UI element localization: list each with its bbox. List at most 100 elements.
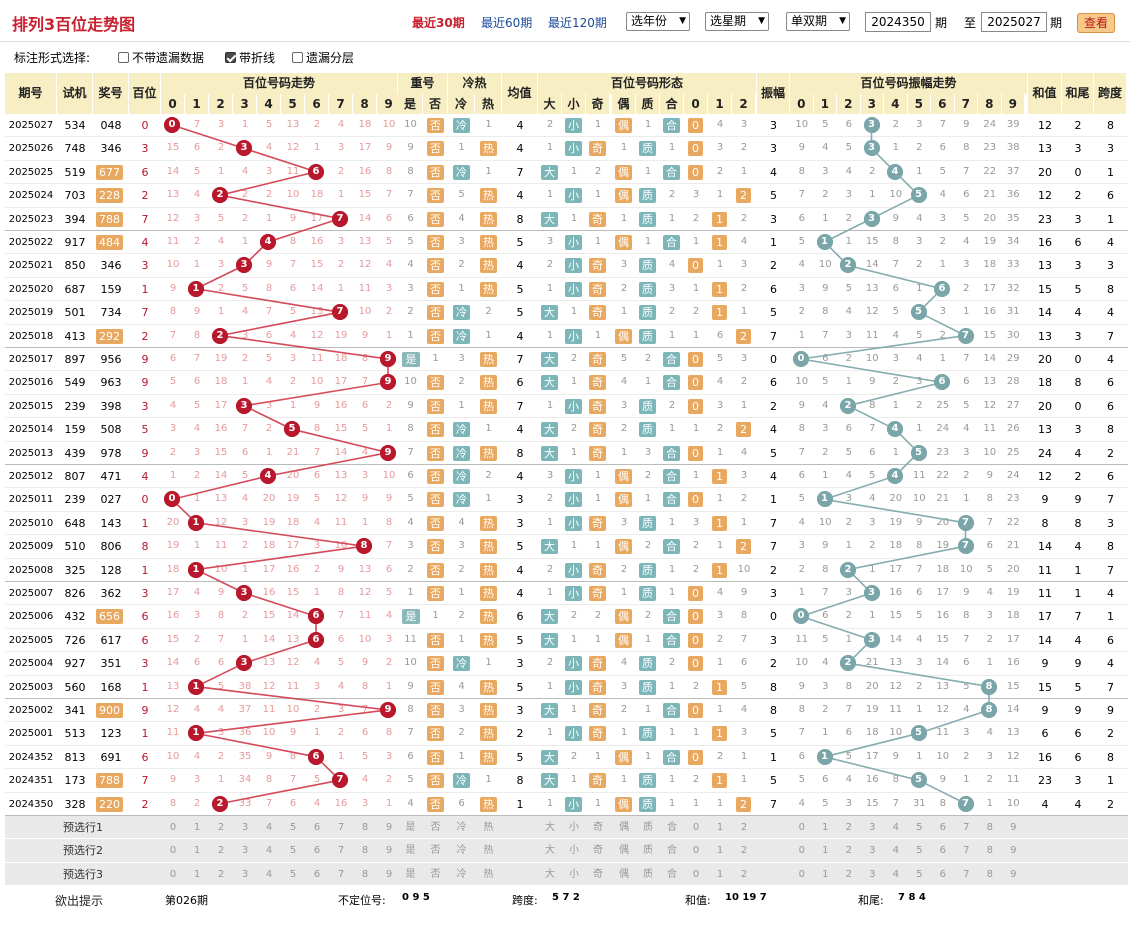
option-no-omission[interactable]: 不带遗漏数据 <box>118 49 204 66</box>
preselect-amp-digit[interactable]: 4 <box>892 868 899 880</box>
checkbox-checked-icon[interactable] <box>225 52 236 63</box>
year-select[interactable]: 选年份 ▼ <box>626 12 690 31</box>
preselect-hotcold[interactable]: 冷 <box>456 822 467 833</box>
preselect-hotcold[interactable]: 冷 <box>456 868 467 880</box>
preselect-amp-digit[interactable]: 2 <box>845 822 852 833</box>
preselect-amp-digit[interactable]: 4 <box>892 845 899 857</box>
option-with-line[interactable]: 带折线 <box>225 49 275 66</box>
preselect-amp-digit[interactable]: 7 <box>963 822 970 833</box>
preselect-amp-digit[interactable]: 0 <box>798 868 805 880</box>
preselect-digit[interactable]: 5 <box>289 822 297 833</box>
weekday-select[interactable]: 选星期 ▼ <box>705 12 769 31</box>
preselect-digit[interactable]: 4 <box>265 822 273 833</box>
preselect-form[interactable]: 大 <box>545 868 555 880</box>
preselect-amp-digit[interactable]: 3 <box>869 845 876 857</box>
preselect-digit[interactable]: 0 <box>169 822 177 833</box>
preselect-digit[interactable]: 8 <box>361 868 369 880</box>
preselect-digit[interactable]: 0 <box>169 868 177 880</box>
preselect-form[interactable]: 2 <box>740 845 748 857</box>
preselect-form[interactable]: 大 <box>545 822 555 833</box>
preselect-form[interactable]: 1 <box>716 845 724 857</box>
preselect-form[interactable]: 偶 <box>619 868 629 880</box>
preselect-form[interactable]: 合 <box>667 845 677 857</box>
preselect-amp-digit[interactable]: 0 <box>798 845 805 857</box>
preselect-amp-digit[interactable]: 5 <box>916 845 923 857</box>
query-button[interactable]: 查看 <box>1077 13 1115 33</box>
preselect-amp-digit[interactable]: 5 <box>916 822 923 833</box>
preselect-amp-digit[interactable]: 8 <box>986 845 993 857</box>
preselect-repeat[interactable]: 是 <box>405 822 416 833</box>
preselect-digit[interactable]: 1 <box>193 845 201 857</box>
preselect-digit[interactable]: 6 <box>313 822 321 833</box>
preselect-digit[interactable]: 3 <box>241 845 249 857</box>
preselect-form[interactable]: 质 <box>643 868 653 880</box>
preselect-form[interactable]: 2 <box>740 822 748 833</box>
preselect-amp-digit[interactable]: 9 <box>1010 822 1017 833</box>
period-to-input[interactable]: 2025027 <box>981 12 1047 32</box>
preselect-form[interactable]: 合 <box>667 822 677 833</box>
preselect-amp-digit[interactable]: 1 <box>822 822 829 833</box>
preselect-digit[interactable]: 6 <box>313 845 321 857</box>
link-recent-60[interactable]: 最近60期 <box>481 16 533 30</box>
preselect-repeat[interactable]: 否 <box>430 868 441 880</box>
preselect-form[interactable]: 奇 <box>593 868 603 880</box>
preselect-amp-digit[interactable]: 1 <box>822 868 829 880</box>
preselect-repeat[interactable]: 是 <box>405 868 416 880</box>
link-recent-120[interactable]: 最近120期 <box>548 16 607 30</box>
preselect-amp-digit[interactable]: 7 <box>963 868 970 880</box>
preselect-hotcold[interactable]: 热 <box>483 822 494 833</box>
preselect-form[interactable]: 0 <box>692 822 700 833</box>
preselect-digit[interactable]: 7 <box>337 822 345 833</box>
checkbox-icon[interactable] <box>118 52 129 63</box>
preselect-form[interactable]: 1 <box>716 868 724 880</box>
preselect-digit[interactable]: 1 <box>193 868 201 880</box>
preselect-digit[interactable]: 3 <box>241 868 249 880</box>
preselect-form[interactable]: 偶 <box>619 845 629 857</box>
preselect-amp-digit[interactable]: 6 <box>939 822 946 833</box>
preselect-repeat[interactable]: 是 <box>405 845 416 857</box>
preselect-digit[interactable]: 7 <box>337 845 345 857</box>
preselect-amp-digit[interactable]: 5 <box>916 868 923 880</box>
preselect-form[interactable]: 小 <box>569 868 579 880</box>
preselect-form[interactable]: 质 <box>643 822 653 833</box>
preselect-digit[interactable]: 2 <box>217 822 225 833</box>
preselect-hotcold[interactable]: 热 <box>483 845 494 857</box>
preselect-digit[interactable]: 4 <box>265 868 273 880</box>
preselect-digit[interactable]: 9 <box>385 868 393 880</box>
option-omission-layer[interactable]: 遗漏分层 <box>292 49 354 66</box>
preselect-form[interactable]: 大 <box>545 845 555 857</box>
preselect-amp-digit[interactable]: 6 <box>939 845 946 857</box>
preselect-digit[interactable]: 1 <box>193 822 201 833</box>
preselect-digit[interactable]: 4 <box>265 845 273 857</box>
preselect-form[interactable]: 奇 <box>593 822 603 833</box>
preselect-repeat[interactable]: 否 <box>430 822 441 833</box>
preselect-form[interactable]: 质 <box>643 845 653 857</box>
preselect-form[interactable]: 偶 <box>619 822 629 833</box>
preselect-amp-digit[interactable]: 4 <box>892 822 899 833</box>
preselect-amp-digit[interactable]: 6 <box>939 868 946 880</box>
preselect-digit[interactable]: 5 <box>289 845 297 857</box>
preselect-amp-digit[interactable]: 9 <box>1010 868 1017 880</box>
preselect-form[interactable]: 合 <box>667 868 677 880</box>
preselect-digit[interactable]: 2 <box>217 868 225 880</box>
preselect-digit[interactable]: 0 <box>169 845 177 857</box>
preselect-amp-digit[interactable]: 2 <box>845 868 852 880</box>
preselect-digit[interactable]: 8 <box>361 822 369 833</box>
preselect-digit[interactable]: 6 <box>313 868 321 880</box>
preselect-hotcold[interactable]: 冷 <box>456 845 467 857</box>
preselect-amp-digit[interactable]: 8 <box>986 868 993 880</box>
preselect-digit[interactable]: 5 <box>289 868 297 880</box>
preselect-amp-digit[interactable]: 7 <box>963 845 970 857</box>
preselect-digit[interactable]: 7 <box>337 868 345 880</box>
preselect-amp-digit[interactable]: 9 <box>1010 845 1017 857</box>
preselect-amp-digit[interactable]: 1 <box>822 845 829 857</box>
preselect-amp-digit[interactable]: 0 <box>798 822 805 833</box>
period-from-input[interactable]: 2024350 <box>865 12 931 32</box>
preselect-amp-digit[interactable]: 3 <box>869 868 876 880</box>
link-recent-30[interactable]: 最近30期 <box>412 16 465 30</box>
preselect-digit[interactable]: 2 <box>217 845 225 857</box>
preselect-form[interactable]: 2 <box>740 868 748 880</box>
preselect-hotcold[interactable]: 热 <box>483 868 494 880</box>
preselect-digit[interactable]: 3 <box>241 822 249 833</box>
preselect-digit[interactable]: 9 <box>385 845 393 857</box>
